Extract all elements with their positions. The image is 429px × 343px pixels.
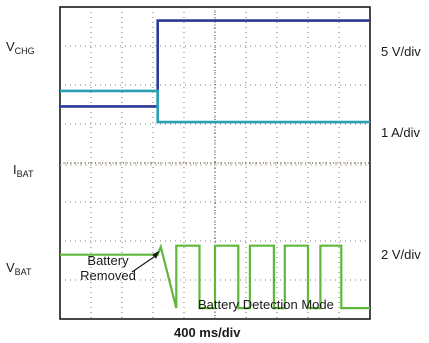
channel-label-vchg-sub: CHG	[14, 46, 35, 56]
battery-removed-line2: Removed	[80, 268, 136, 283]
scale-label-vbat: 2 V/div	[381, 247, 421, 262]
battery-removed-arrow-head	[152, 250, 160, 259]
trace-ibat	[60, 89, 370, 124]
battery-removed-annotation: Battery Removed	[78, 253, 138, 283]
channel-label-ibat: IBAT	[13, 163, 33, 179]
channel-label-vchg-main: V	[6, 39, 15, 54]
channel-label-ibat-sub: BAT	[16, 169, 34, 179]
channel-label-vbat: VBAT	[6, 261, 32, 277]
scale-label-ibat: 1 A/div	[381, 125, 421, 140]
channel-label-vbat-main: V	[6, 260, 15, 275]
channel-label-ibat-main: I	[13, 162, 17, 177]
battery-removed-line1: Battery	[87, 253, 129, 268]
battery-removed-arrow-line	[131, 254, 158, 273]
scale-label-vchg: 5 V/div	[381, 44, 421, 59]
trace-vchg	[60, 19, 370, 108]
trace-vbat	[60, 243, 370, 310]
trace-layer	[60, 19, 370, 310]
time-base-label: 400 ms/div	[174, 325, 241, 340]
battery-detection-mode-annotation: Battery Detection Mode	[198, 297, 334, 312]
annotation-arrow-layer	[131, 250, 160, 273]
channel-label-vbat-sub: BAT	[14, 267, 32, 277]
channel-label-vchg: VCHG	[6, 40, 35, 56]
